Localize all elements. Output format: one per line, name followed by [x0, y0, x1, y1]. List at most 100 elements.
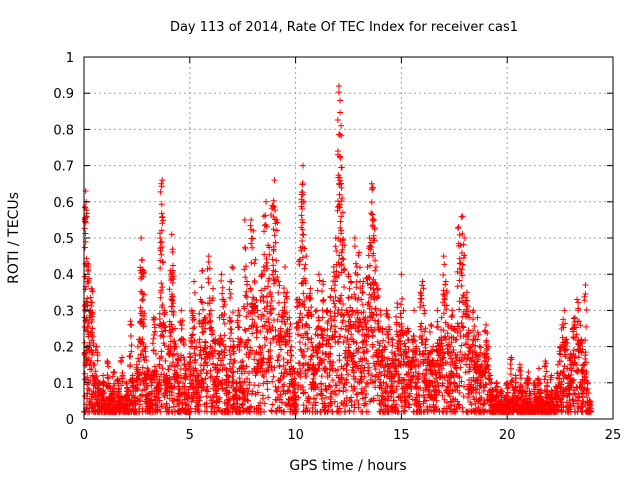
scatter-fill-point — [310, 386, 317, 393]
scatter-fill-point — [210, 295, 217, 302]
scatter-fill-point — [128, 348, 135, 355]
scatter-fill-point — [200, 380, 207, 387]
scatter-fill-point — [189, 312, 196, 319]
scatter-fill-point — [326, 372, 333, 379]
scatter-fill-point — [220, 361, 227, 368]
scatter-fill-point — [312, 308, 319, 315]
scatter-fill-point — [273, 408, 280, 415]
scatter-fill-point — [263, 293, 270, 300]
scatter-fill-point — [88, 316, 95, 323]
scatter-fill-point — [332, 323, 339, 330]
scatter-fill-point — [165, 366, 172, 373]
scatter-fill-point — [330, 297, 337, 304]
scatter-fill-point — [260, 373, 267, 380]
scatter-fill-point — [227, 294, 234, 301]
scatter-fill-point — [211, 348, 218, 355]
scatter-fill-point — [276, 363, 283, 370]
scatter-fill-point — [207, 374, 214, 381]
scatter-fill-point — [276, 282, 283, 289]
scatter-fill-point — [187, 354, 194, 361]
scatter-fill-point — [251, 356, 258, 363]
y-tick-label: 1 — [66, 51, 74, 66]
scatter-fill-point — [159, 220, 166, 227]
scatter-fill-point — [204, 266, 211, 273]
scatter-fill-point — [266, 362, 273, 369]
scatter-fill-point — [136, 401, 143, 408]
scatter-fill-point — [196, 351, 203, 358]
scatter-fill-point — [262, 221, 269, 228]
scatter-fill-point — [322, 386, 329, 393]
scatter-fill-point — [260, 313, 267, 320]
scatter-fill-point — [213, 399, 220, 406]
scatter-fill-point — [214, 373, 221, 380]
scatter-fill-point — [274, 274, 281, 281]
scatter-fill-point — [270, 373, 277, 380]
scatter-fill-point — [199, 306, 206, 313]
scatter-fill-point — [142, 348, 149, 355]
scatter-fill-point — [305, 336, 312, 343]
scatter-fill-point — [247, 286, 254, 293]
scatter-fill-point — [265, 277, 272, 284]
scatter-fill-point — [169, 249, 176, 256]
scatter-fill-point — [333, 268, 340, 275]
scatter-fill-point — [247, 344, 254, 351]
scatter-fill-point — [332, 328, 339, 335]
scatter-fill-point — [242, 263, 249, 270]
scatter-fill-point — [273, 388, 280, 395]
scatter-fill-point — [274, 316, 281, 323]
scatter-fill-point — [294, 406, 301, 413]
scatter-fill-point — [168, 392, 175, 399]
scatter-fill-point — [100, 381, 107, 388]
scatter-fill-point — [157, 265, 164, 272]
scatter-fill-point — [205, 279, 212, 286]
scatter-fill-point — [283, 309, 290, 316]
scatter-fill-point — [160, 333, 167, 340]
scatter-fill-point — [227, 325, 234, 332]
scatter-fill-point — [241, 389, 248, 396]
scatter-fill-point — [312, 381, 319, 388]
scatter-fill-point — [330, 317, 337, 324]
scatter-fill-point — [229, 363, 236, 370]
scatter-fill-point — [331, 398, 338, 405]
scatter-fill-point — [174, 362, 181, 369]
scatter-fill-point — [297, 310, 304, 317]
scatter-fill-point — [219, 386, 226, 393]
scatter-fill-point — [209, 327, 216, 334]
scatter-fill-point — [304, 330, 311, 337]
scatter-fill-point — [245, 337, 252, 344]
scatter-fill-point — [152, 371, 159, 378]
scatter-fill-point — [258, 315, 265, 322]
scatter-fill-point — [333, 247, 340, 254]
scatter-fill-point — [332, 313, 339, 320]
scatter-fill-point — [206, 311, 213, 318]
scatter-fill-point — [94, 377, 101, 384]
scatter-fill-point — [318, 288, 325, 295]
scatter-fill-point — [192, 356, 199, 363]
scatter-fill-point — [241, 266, 248, 273]
scatter-fill-point — [191, 350, 198, 357]
scatter-fill-point — [221, 379, 228, 386]
scatter-fill-point — [261, 285, 268, 292]
scatter-fill-point — [271, 280, 278, 287]
scatter-fill-point — [159, 258, 166, 265]
scatter-fill-point — [126, 363, 133, 370]
scatter-fill-point — [301, 265, 308, 272]
scatter-fill-point — [213, 390, 220, 397]
scatter-fill-point — [326, 383, 333, 390]
scatter-fill-point — [300, 290, 307, 297]
scatter-fill-point — [281, 373, 288, 380]
scatter-fill-point — [179, 379, 186, 386]
scatter-fill-point — [139, 405, 146, 412]
scatter-fill-point — [167, 347, 174, 354]
scatter-fill-point — [150, 347, 157, 354]
scatter-fill-point — [287, 347, 294, 354]
scatter-fill-point — [88, 309, 95, 316]
scatter-fill-point — [230, 338, 237, 345]
scatter-fill-point — [263, 303, 270, 310]
scatter-fill-point — [249, 388, 256, 395]
scatter-fill-point — [196, 320, 203, 327]
scatter-fill-point — [270, 197, 277, 204]
scatter-fill-point — [273, 227, 280, 234]
scatter-fill-point — [264, 329, 271, 336]
